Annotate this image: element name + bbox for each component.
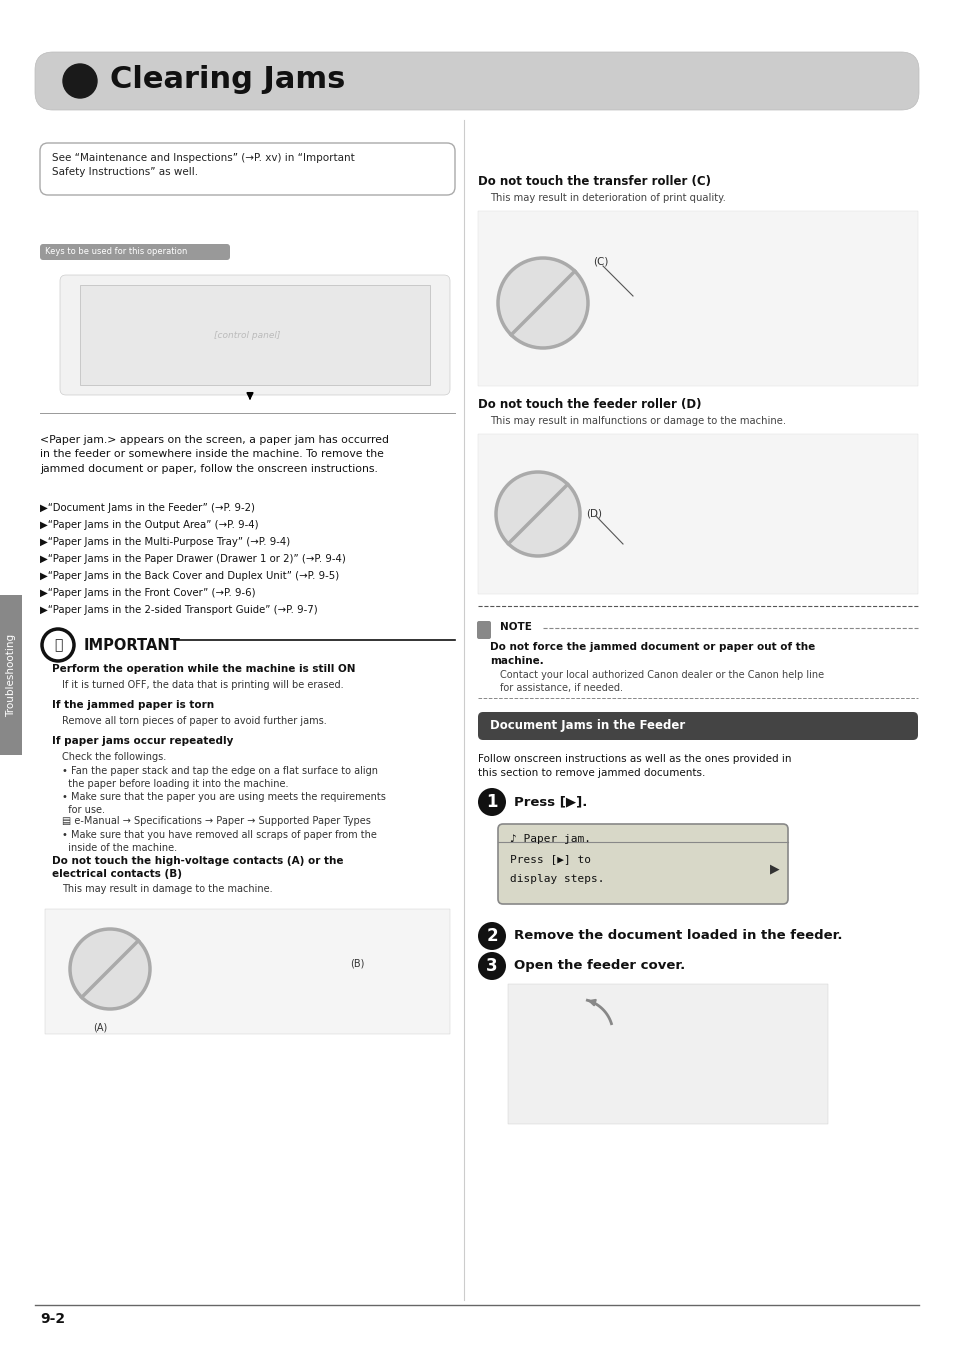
Text: Do not touch the transfer roller (C): Do not touch the transfer roller (C) [477,176,710,188]
Text: (D): (D) [585,509,601,518]
Circle shape [63,63,97,99]
Text: ✋: ✋ [53,639,62,652]
Text: Do not force the jammed document or paper out of the
machine.: Do not force the jammed document or pape… [490,643,815,666]
FancyBboxPatch shape [40,244,230,261]
FancyBboxPatch shape [35,53,918,109]
Text: Check the followings.: Check the followings. [62,752,166,761]
FancyBboxPatch shape [477,711,917,740]
FancyBboxPatch shape [497,824,787,905]
Circle shape [477,952,505,980]
Text: Perform the operation while the machine is still ON: Perform the operation while the machine … [52,664,355,674]
Text: If the jammed paper is torn: If the jammed paper is torn [52,701,213,710]
Text: Troubleshooting: Troubleshooting [6,633,16,717]
Text: ▶: ▶ [769,863,779,876]
Text: Contact your local authorized Canon dealer or the Canon help line
for assistance: Contact your local authorized Canon deal… [499,670,823,693]
Text: 9-2: 9-2 [40,1312,65,1326]
Text: Press [▶] to: Press [▶] to [510,855,590,864]
Bar [477,211,917,386]
Text: display steps.: display steps. [510,873,604,884]
Text: • Make sure that the paper you are using meets the requirements
  for use.: • Make sure that the paper you are using… [62,792,385,815]
Text: ♪ Paper jam.: ♪ Paper jam. [510,834,590,844]
Text: Do not touch the high-voltage contacts (A) or the
electrical contacts (B): Do not touch the high-voltage contacts (… [52,856,343,879]
Text: If paper jams occur repeatedly: If paper jams occur repeatedly [52,736,233,747]
FancyBboxPatch shape [60,275,450,396]
Text: ▤ e-Manual → Specifications → Paper → Supported Paper Types: ▤ e-Manual → Specifications → Paper → Su… [62,815,371,826]
Circle shape [496,472,579,556]
Bar [45,909,450,1034]
Text: This may result in deterioration of print quality.: This may result in deterioration of prin… [490,193,725,202]
Bar [0,595,22,755]
Text: This may result in malfunctions or damage to the machine.: This may result in malfunctions or damag… [490,416,785,427]
Text: This may result in damage to the machine.: This may result in damage to the machine… [62,884,273,894]
Text: See “Maintenance and Inspections” (→P. xv) in “Important
Safety Instructions” as: See “Maintenance and Inspections” (→P. x… [52,153,355,177]
Text: Document Jams in the Feeder: Document Jams in the Feeder [490,720,684,733]
Text: ▶“Paper Jams in the Back Cover and Duplex Unit” (→P. 9-5): ▶“Paper Jams in the Back Cover and Duple… [40,571,339,580]
Text: [control panel]: [control panel] [213,331,280,339]
Text: Keys to be used for this operation: Keys to be used for this operation [45,247,187,256]
Text: (A): (A) [92,1022,107,1031]
Text: Press [▶].: Press [▶]. [514,795,587,809]
Text: Remove the document loaded in the feeder.: Remove the document loaded in the feeder… [514,929,841,942]
Text: NOTE: NOTE [499,622,532,632]
Text: ▶“Paper Jams in the 2-sided Transport Guide” (→P. 9-7): ▶“Paper Jams in the 2-sided Transport Gu… [40,605,317,616]
Text: 1: 1 [486,792,497,811]
Circle shape [477,788,505,815]
Bar [507,984,827,1125]
Text: <Paper jam.> appears on the screen, a paper jam has occurred
in the feeder or so: <Paper jam.> appears on the screen, a pa… [40,435,389,474]
Text: IMPORTANT: IMPORTANT [84,639,181,653]
Text: • Fan the paper stack and tap the edge on a flat surface to align
  the paper be: • Fan the paper stack and tap the edge o… [62,765,377,790]
Text: ▶“Paper Jams in the Output Area” (→P. 9-4): ▶“Paper Jams in the Output Area” (→P. 9-… [40,520,258,531]
Circle shape [42,629,74,662]
Circle shape [477,922,505,950]
FancyBboxPatch shape [476,621,491,639]
Circle shape [497,258,587,348]
Text: 3: 3 [486,957,497,975]
Text: ▶“Paper Jams in the Front Cover” (→P. 9-6): ▶“Paper Jams in the Front Cover” (→P. 9-… [40,589,255,598]
Bar [477,433,917,594]
Text: Follow onscreen instructions as well as the ones provided in
this section to rem: Follow onscreen instructions as well as … [477,755,791,778]
Text: ▶“Document Jams in the Feeder” (→P. 9-2): ▶“Document Jams in the Feeder” (→P. 9-2) [40,504,254,513]
Circle shape [70,929,150,1008]
Text: Open the feeder cover.: Open the feeder cover. [514,958,684,972]
Text: ▶“Paper Jams in the Multi-Purpose Tray” (→P. 9-4): ▶“Paper Jams in the Multi-Purpose Tray” … [40,537,290,547]
Text: If it is turned OFF, the data that is printing will be erased.: If it is turned OFF, the data that is pr… [62,680,343,690]
Bar [80,285,430,385]
Text: Clearing Jams: Clearing Jams [110,65,345,93]
Text: Do not touch the feeder roller (D): Do not touch the feeder roller (D) [477,398,700,410]
Text: Remove all torn pieces of paper to avoid further jams.: Remove all torn pieces of paper to avoid… [62,716,327,726]
FancyBboxPatch shape [40,143,455,194]
Text: ▶“Paper Jams in the Paper Drawer (Drawer 1 or 2)” (→P. 9-4): ▶“Paper Jams in the Paper Drawer (Drawer… [40,554,346,564]
Text: 2: 2 [486,927,497,945]
Text: (B): (B) [350,958,364,969]
Text: (C): (C) [593,256,608,266]
Text: • Make sure that you have removed all scraps of paper from the
  inside of the m: • Make sure that you have removed all sc… [62,830,376,853]
